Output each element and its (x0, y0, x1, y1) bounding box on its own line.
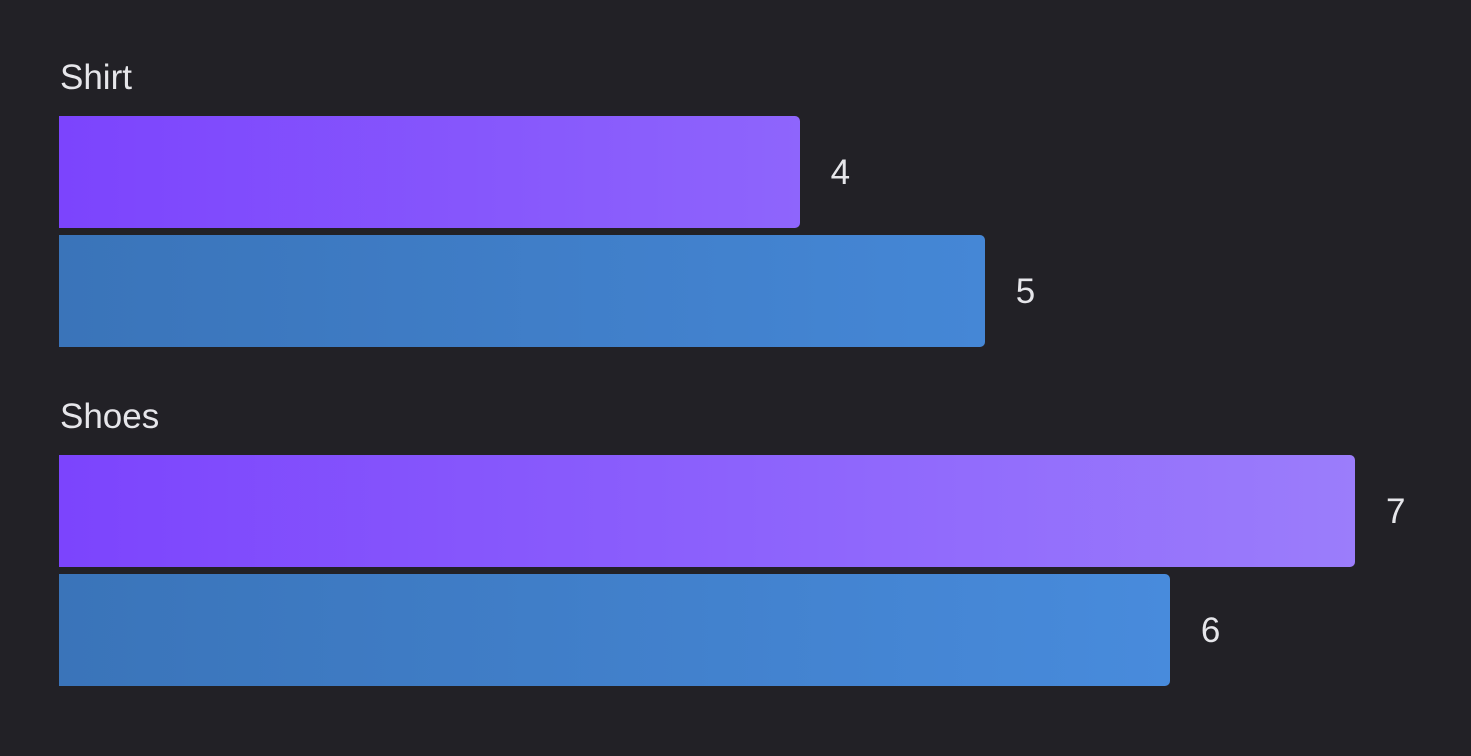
value-label-shoes-series-2: 6 (1200, 611, 1221, 650)
bar-shoes-series-2 (59, 574, 1170, 686)
category-label-shirt: Shirt (60, 58, 132, 97)
bar-shoes-series-1 (59, 455, 1355, 567)
value-label-shirt-series-2: 5 (1015, 272, 1036, 311)
bar-shirt-series-1 (59, 116, 800, 228)
value-label-shirt-series-1: 4 (830, 153, 851, 192)
bar-shirt-series-2 (59, 235, 985, 347)
value-label-shoes-series-1: 7 (1386, 492, 1406, 531)
category-label-shoes: Shoes (60, 397, 160, 436)
